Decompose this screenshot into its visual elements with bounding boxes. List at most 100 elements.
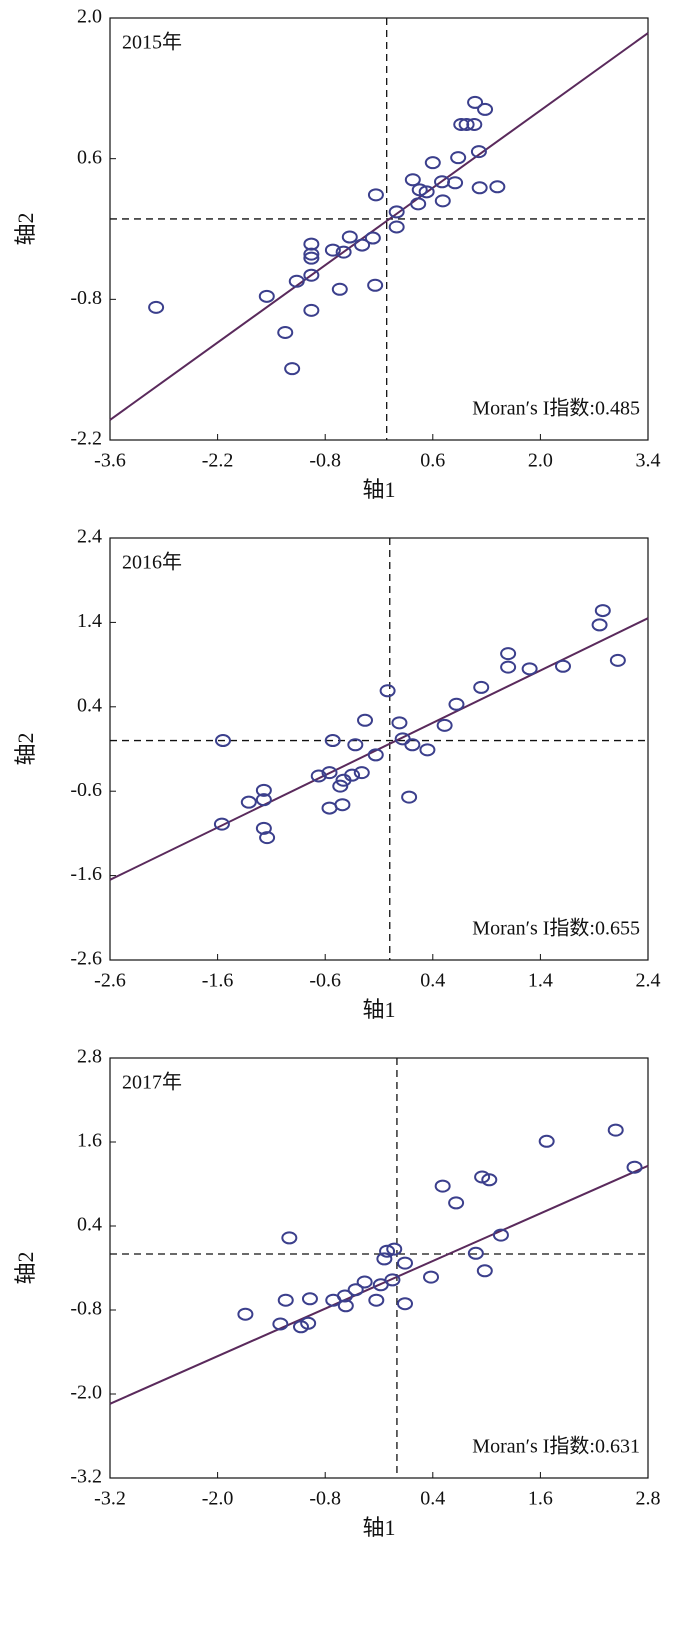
- x-tick-label: 2.0: [528, 450, 553, 472]
- point: [240, 795, 257, 809]
- point: [500, 647, 517, 661]
- point: [281, 1231, 298, 1245]
- x-tick-label: 0.4: [420, 1488, 445, 1510]
- point: [214, 734, 231, 748]
- point: [148, 300, 165, 314]
- x-tick-label: -0.6: [309, 970, 341, 992]
- annotation: Moran′s I指数:0.485: [472, 397, 640, 420]
- point: [481, 1173, 498, 1187]
- point: [418, 185, 435, 199]
- point: [401, 790, 418, 804]
- point: [554, 659, 571, 673]
- point: [591, 618, 608, 632]
- point: [492, 1228, 509, 1242]
- point: [303, 303, 320, 317]
- y-axis-label: 轴2: [13, 212, 38, 245]
- point: [357, 713, 374, 727]
- x-tick-label: -0.8: [309, 1488, 341, 1510]
- point: [447, 176, 464, 190]
- point: [255, 783, 272, 797]
- y-tick-label: 2.0: [77, 6, 102, 28]
- point: [321, 801, 338, 815]
- point: [477, 102, 494, 116]
- plot-frame: [109, 1057, 649, 1479]
- x-tick-label: -0.8: [309, 450, 341, 472]
- point: [434, 1179, 451, 1193]
- point: [331, 282, 348, 296]
- point: [626, 1160, 643, 1174]
- point: [277, 1293, 294, 1307]
- point: [467, 95, 484, 109]
- x-tick-label: -3.6: [94, 450, 126, 472]
- x-tick-label: 2.4: [636, 970, 661, 992]
- point: [347, 1283, 364, 1297]
- y-tick-label: 0.6: [77, 146, 102, 168]
- point: [388, 205, 405, 219]
- point: [376, 1252, 393, 1266]
- point: [334, 798, 351, 812]
- point: [410, 197, 427, 211]
- point: [321, 766, 338, 780]
- x-tick-label: 3.4: [636, 450, 661, 472]
- y-axis-label: 轴2: [13, 1251, 38, 1284]
- y-tick-label: 0.4: [77, 694, 102, 716]
- point: [213, 817, 230, 831]
- point: [470, 145, 487, 159]
- panel-title: 2017年: [122, 1071, 182, 1094]
- x-tick-label: -2.0: [202, 1488, 234, 1510]
- x-axis-label: 轴1: [362, 997, 395, 1022]
- annotation: Moran′s I指数:0.631: [472, 1435, 640, 1458]
- y-tick-label: -0.8: [70, 1298, 102, 1320]
- y-axis-label: 轴2: [13, 732, 38, 765]
- point: [466, 118, 483, 132]
- point: [335, 245, 352, 259]
- point: [448, 697, 465, 711]
- point: [354, 238, 371, 252]
- y-tick-label: 1.6: [77, 1130, 102, 1152]
- point: [436, 718, 453, 732]
- y-tick-label: 2.8: [77, 1046, 102, 1068]
- point: [337, 1299, 354, 1313]
- point: [336, 1289, 353, 1303]
- point: [379, 684, 396, 698]
- point: [434, 194, 451, 208]
- point: [288, 274, 305, 288]
- point: [386, 1242, 403, 1256]
- point: [356, 1275, 373, 1289]
- y-tick-label: -2.2: [70, 428, 102, 450]
- point: [379, 1244, 396, 1258]
- point: [344, 768, 361, 782]
- point: [607, 1123, 624, 1137]
- y-tick-label: 2.4: [77, 526, 102, 548]
- point: [341, 230, 358, 244]
- plot-frame: [109, 17, 649, 441]
- point: [521, 662, 538, 676]
- x-tick-label: -3.2: [94, 1488, 126, 1510]
- point: [255, 793, 272, 807]
- x-tick-label: 0.4: [420, 970, 445, 992]
- x-tick-label: -2.2: [202, 450, 234, 472]
- point: [384, 1273, 401, 1287]
- point: [255, 821, 272, 835]
- fit-line: [109, 1164, 649, 1405]
- point: [324, 243, 341, 257]
- x-tick-label: 1.6: [528, 1488, 553, 1510]
- point: [332, 779, 349, 793]
- point: [347, 738, 364, 752]
- point: [367, 748, 384, 762]
- x-tick-label: -1.6: [202, 970, 234, 992]
- point: [476, 1264, 493, 1278]
- point: [419, 743, 436, 757]
- plot-frame: [109, 537, 649, 961]
- point: [324, 734, 341, 748]
- point: [450, 151, 467, 165]
- point: [500, 660, 517, 674]
- point: [303, 251, 320, 265]
- point: [397, 1297, 414, 1311]
- point: [300, 1316, 317, 1330]
- panel-title: 2016年: [122, 551, 182, 574]
- point: [448, 1196, 465, 1210]
- x-tick-label: 2.8: [636, 1488, 661, 1510]
- y-tick-label: -2.0: [70, 1382, 102, 1404]
